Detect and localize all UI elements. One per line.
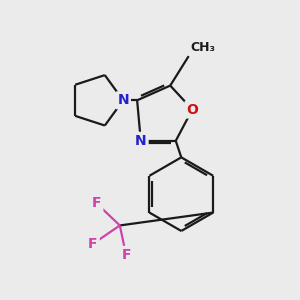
Text: O: O bbox=[186, 103, 198, 116]
Text: F: F bbox=[92, 196, 101, 210]
Text: N: N bbox=[117, 93, 129, 107]
Text: N: N bbox=[135, 134, 147, 148]
Text: CH₃: CH₃ bbox=[190, 41, 215, 54]
Text: F: F bbox=[88, 237, 98, 251]
Text: F: F bbox=[121, 248, 131, 262]
